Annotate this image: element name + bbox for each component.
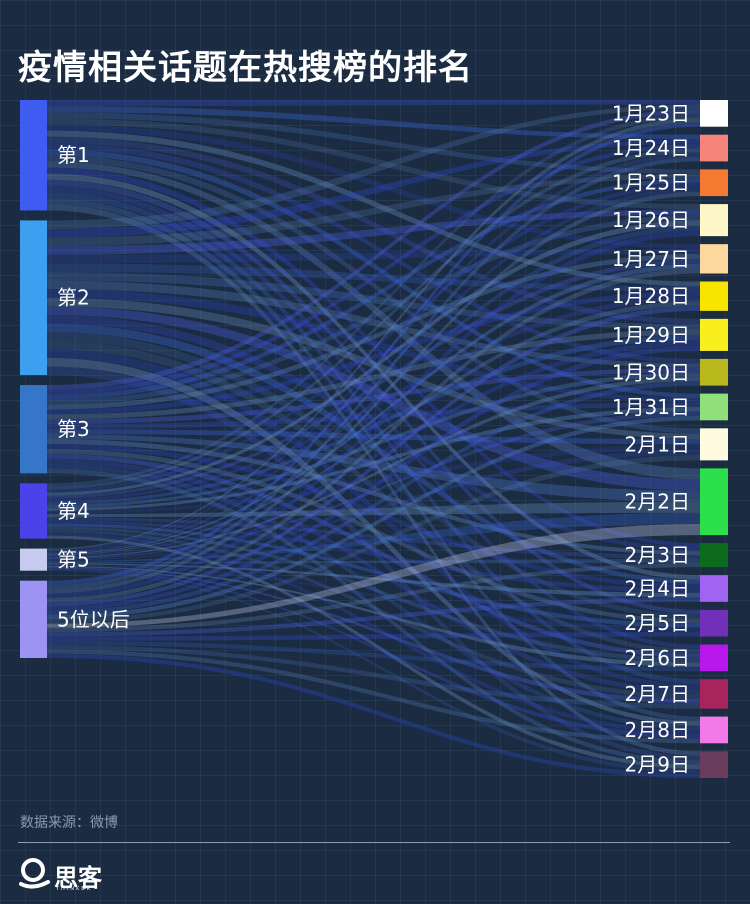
footer-divider — [18, 842, 730, 843]
sankey-link — [47, 645, 700, 709]
sankey-link — [47, 501, 700, 518]
sankey-link — [47, 640, 700, 672]
source-node-bar — [20, 548, 47, 571]
source-node-label: 第4 — [57, 499, 90, 523]
target-node-label: 2月3日 — [625, 543, 690, 567]
logo-wordmark: 思客 — [54, 863, 102, 892]
source-node-bar — [20, 580, 47, 658]
target-node-label: 2月6日 — [625, 646, 690, 670]
sankey-link — [47, 118, 700, 210]
sankey-link — [47, 106, 700, 140]
target-node-label: 1月24日 — [612, 136, 690, 160]
sankey-nodes: 第1 第2 第3 第4 第5 5位以后 1月23日 1月24日 1月25日 1月26日 1月27日 1… — [20, 100, 728, 778]
target-node-bar — [700, 358, 728, 386]
source-node-label: 第1 — [57, 143, 90, 167]
thinker-logo-icon — [19, 858, 50, 889]
source-node-bar — [20, 385, 47, 474]
thinker-logo: 思客 THINKER — [18, 856, 128, 896]
target-node-bar — [700, 169, 728, 197]
sankey-link — [47, 263, 700, 292]
target-node-bar — [700, 716, 728, 744]
target-node-label: 1月27日 — [612, 247, 690, 271]
target-node-label: 2月9日 — [625, 753, 690, 777]
sankey-link — [47, 100, 700, 107]
sankey-link — [47, 563, 700, 598]
chart-title: 疫情相关话题在热搜榜的排名 — [18, 48, 473, 88]
target-node-bar — [700, 751, 728, 778]
sankey-link — [47, 429, 700, 445]
target-node-bar — [700, 134, 728, 162]
sankey-link — [47, 249, 700, 264]
target-node-label: 2月2日 — [625, 490, 690, 514]
sankey-link — [47, 367, 700, 425]
target-node-bar — [700, 428, 728, 461]
sankey-chart: 第1 第2 第3 第4 第5 5位以后 1月23日 1月24日 1月25日 1月26日 1月27日 1… — [20, 100, 728, 778]
target-node-label: 1月28日 — [612, 284, 690, 308]
sankey-link — [47, 104, 700, 230]
logo-subtitle: THINKER — [56, 886, 92, 892]
sankey-link — [47, 597, 700, 637]
data-source-note: 数据来源：微博 — [20, 815, 118, 831]
sankey-link — [47, 173, 700, 247]
source-node-label: 第2 — [57, 286, 90, 310]
target-node-label: 2月4日 — [625, 576, 690, 600]
source-node-label: 5位以后 — [57, 607, 130, 631]
sankey-link — [47, 209, 700, 255]
sankey-link — [47, 559, 700, 564]
sankey-link — [47, 517, 700, 560]
sankey-link — [47, 402, 700, 430]
target-node-bar — [700, 575, 728, 602]
target-node-bar — [700, 100, 728, 127]
target-node-bar — [700, 318, 728, 351]
target-node-bar — [700, 244, 728, 274]
target-node-label: 2月8日 — [625, 718, 690, 742]
source-node-label: 第5 — [57, 548, 90, 572]
sankey-link — [47, 434, 700, 502]
target-node-bar — [700, 204, 728, 237]
source-node-bar — [20, 483, 47, 539]
target-node-label: 1月26日 — [612, 208, 690, 232]
target-node-label: 1月30日 — [612, 360, 690, 384]
sankey-link — [47, 632, 700, 641]
target-node-bar — [700, 543, 728, 568]
target-node-bar — [700, 644, 728, 672]
target-node-label: 2月1日 — [625, 432, 690, 456]
sankey-link — [47, 112, 700, 174]
target-node-label: 1月31日 — [612, 395, 690, 419]
target-node-label: 1月23日 — [612, 101, 690, 125]
target-node-bar — [700, 679, 728, 709]
target-node-bar — [700, 468, 728, 536]
sankey-link — [47, 139, 700, 238]
source-node-bar — [20, 100, 47, 211]
sankey-link — [47, 280, 700, 368]
target-node-bar — [700, 281, 728, 311]
target-node-bar — [700, 609, 728, 637]
target-node-label: 1月25日 — [612, 171, 690, 195]
target-node-label: 1月29日 — [612, 323, 690, 347]
source-node-bar — [20, 220, 47, 376]
sankey-link — [47, 523, 700, 628]
sankey-links — [47, 100, 700, 778]
target-node-label: 2月7日 — [625, 682, 690, 706]
sankey-link — [47, 289, 700, 403]
sankey-link — [47, 271, 700, 330]
target-node-bar — [700, 393, 728, 421]
sankey-link — [47, 512, 700, 563]
target-node-label: 2月5日 — [625, 611, 690, 635]
source-node-label: 第3 — [57, 417, 90, 441]
